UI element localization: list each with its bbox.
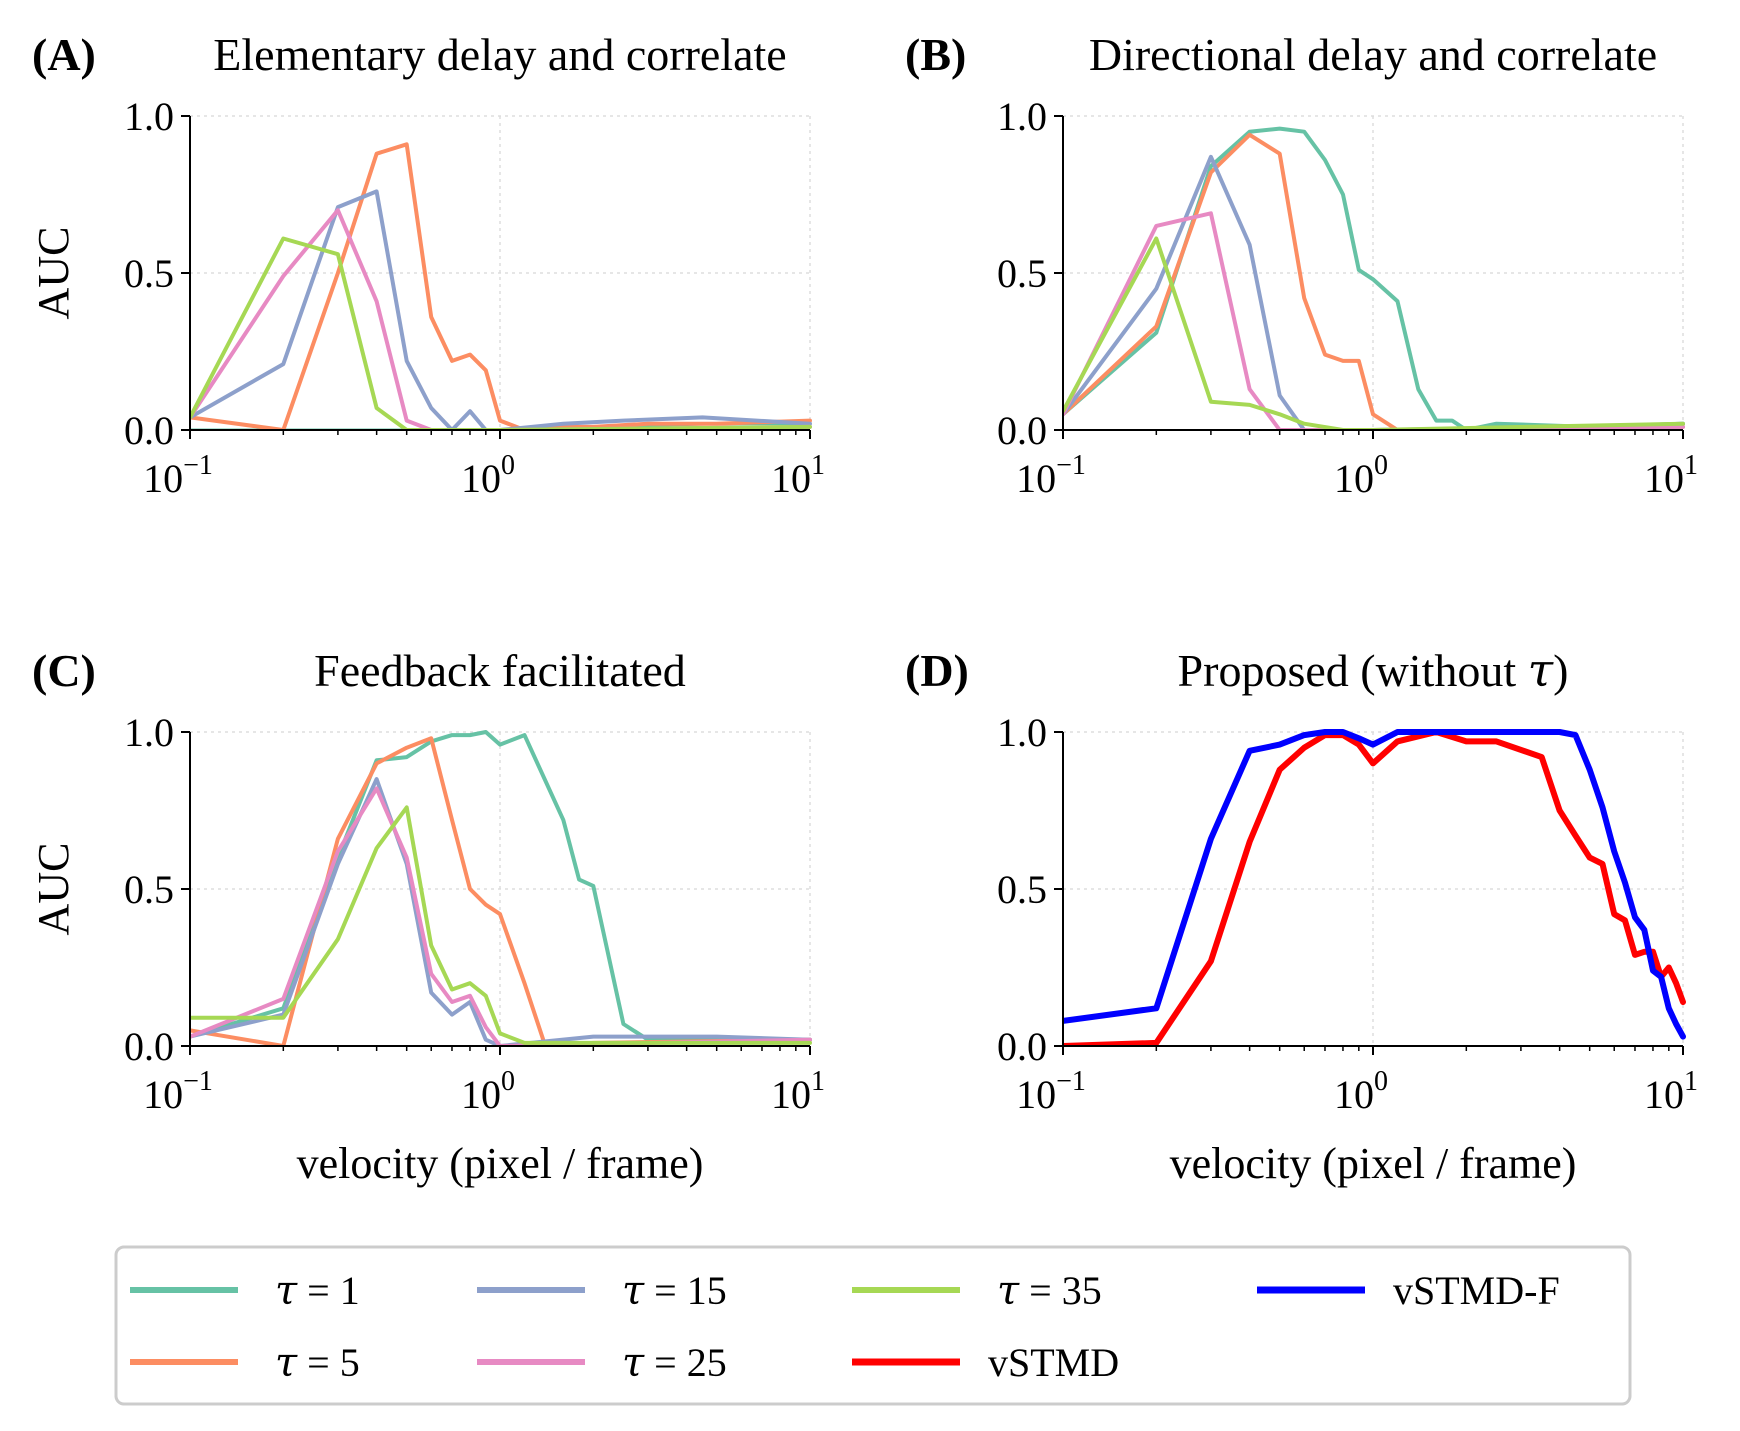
- series-line: [1063, 211, 1685, 430]
- series-line: [190, 786, 812, 1046]
- series-line: [1063, 236, 1685, 430]
- panel-d: (D) Proposed (without τ) 0.0 0.5 1.0 10−1 100 1…: [905, 643, 1698, 1188]
- legend-label: τ = 5: [275, 1340, 360, 1386]
- panel-label: (C): [32, 645, 96, 696]
- y-tick-label: 0.0: [997, 408, 1047, 453]
- series-line: [190, 236, 812, 430]
- x-tick-label: 100: [1334, 1066, 1388, 1117]
- x-tick-label: 101: [1644, 1066, 1698, 1117]
- panel-title: Elementary delay and correlate: [213, 29, 786, 80]
- x-tick-label: 100: [1334, 450, 1388, 501]
- y-tick-label: 0.0: [124, 408, 174, 453]
- panel-title: Directional delay and correlate: [1089, 29, 1657, 80]
- panel-label: (A): [32, 29, 96, 80]
- series-line: [1063, 132, 1685, 430]
- y-tick-label: 0.5: [124, 251, 174, 296]
- y-tick-label: 0.0: [997, 1024, 1047, 1069]
- x-tick-label: 101: [1644, 450, 1698, 501]
- series-line: [190, 208, 812, 430]
- panel-title: Proposed (without τ): [1178, 643, 1569, 697]
- panel-label: (B): [905, 29, 966, 80]
- x-tick-label: 10−1: [1016, 1066, 1086, 1117]
- series-line: [190, 777, 812, 1046]
- panel-b: (B) Directional delay and correlate 0.0 0.5…: [905, 29, 1698, 501]
- legend-label: τ = 35: [997, 1268, 1102, 1314]
- x-tick-label: 100: [461, 1066, 515, 1117]
- x-axis-label: velocity (pixel / frame): [1170, 1139, 1577, 1188]
- panel-c: (C) Feedback facilitated 0.0 0.5 1.0 10−1 100 1…: [29, 645, 825, 1188]
- legend-label: τ = 25: [622, 1340, 727, 1386]
- y-axis-label: AUC: [29, 227, 78, 320]
- legend: τ = 1 τ = 5 τ = 15 τ = 25 τ = 35 vSTMD vSTMD-F: [114, 1245, 1632, 1406]
- series-group: [190, 142, 812, 430]
- y-tick-label: 1.0: [124, 94, 174, 139]
- panel-title: Feedback facilitated: [314, 645, 686, 696]
- series-line: [1063, 729, 1686, 1040]
- x-axis-label: velocity (pixel / frame): [297, 1139, 704, 1188]
- series-line: [190, 189, 812, 430]
- x-tick-label: 101: [771, 1066, 825, 1117]
- series-line: [190, 142, 812, 430]
- x-tick-label: 100: [461, 450, 515, 501]
- legend-label: vSTMD-F: [1393, 1268, 1560, 1313]
- y-tick-label: 1.0: [124, 710, 174, 755]
- y-tick-label: 1.0: [997, 94, 1047, 139]
- y-axis-label: AUC: [29, 843, 78, 936]
- series-group: [1063, 729, 1686, 1046]
- y-tick-label: 1.0: [997, 710, 1047, 755]
- panel-a: (A) Elementary delay and correlate 0.0 0.5 1…: [29, 29, 825, 501]
- series-line: [190, 736, 812, 1046]
- series-line: [190, 805, 812, 1045]
- y-tick-label: 0.0: [124, 1024, 174, 1069]
- y-tick-label: 0.5: [997, 867, 1047, 912]
- legend-label: vSTMD: [988, 1340, 1119, 1385]
- y-tick-label: 0.5: [997, 251, 1047, 296]
- x-tick-label: 101: [771, 450, 825, 501]
- panel-label: (D): [905, 645, 969, 696]
- series-group: [190, 730, 812, 1046]
- legend-label: τ = 15: [622, 1268, 727, 1314]
- legend-label: τ = 1: [275, 1268, 360, 1314]
- series-group: [1063, 126, 1685, 430]
- y-tick-label: 0.5: [124, 867, 174, 912]
- x-tick-label: 10−1: [143, 450, 213, 501]
- x-tick-label: 10−1: [143, 1066, 213, 1117]
- x-tick-label: 10−1: [1016, 450, 1086, 501]
